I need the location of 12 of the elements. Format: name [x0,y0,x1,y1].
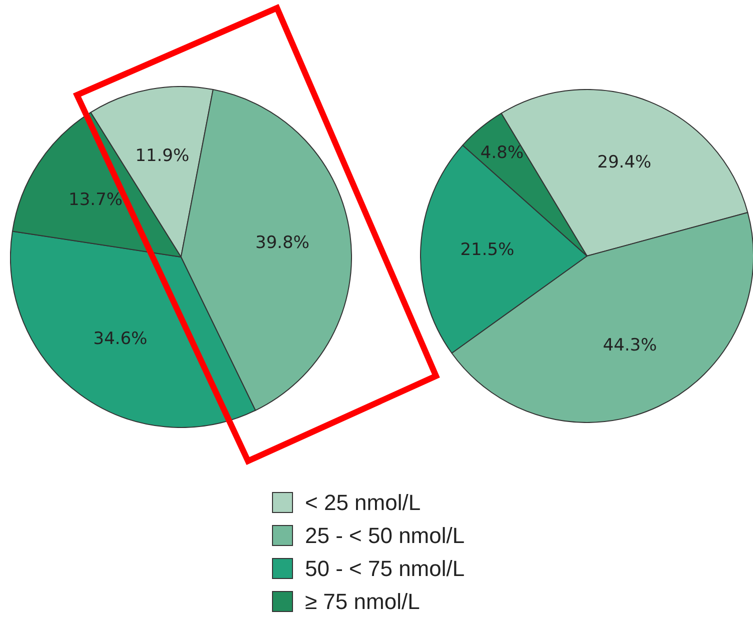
data-label: 29.4% [597,152,652,173]
data-label: 4.8% [480,142,524,163]
legend-label: 50 - < 75 nmol/L [305,556,465,582]
data-label: 44.3% [602,336,657,356]
data-label: 34.6% [93,328,148,349]
data-label: 39.8% [255,233,310,254]
legend-label: ≥ 75 nmol/L [305,588,420,614]
data-label: 13.7% [68,190,123,210]
data-label: 21.5% [460,240,514,260]
data-label: 11.9% [135,146,190,166]
legend-label: < 25 nmol/L [305,490,421,516]
legend-label: 25 - < 50 nmol/L [305,522,465,548]
